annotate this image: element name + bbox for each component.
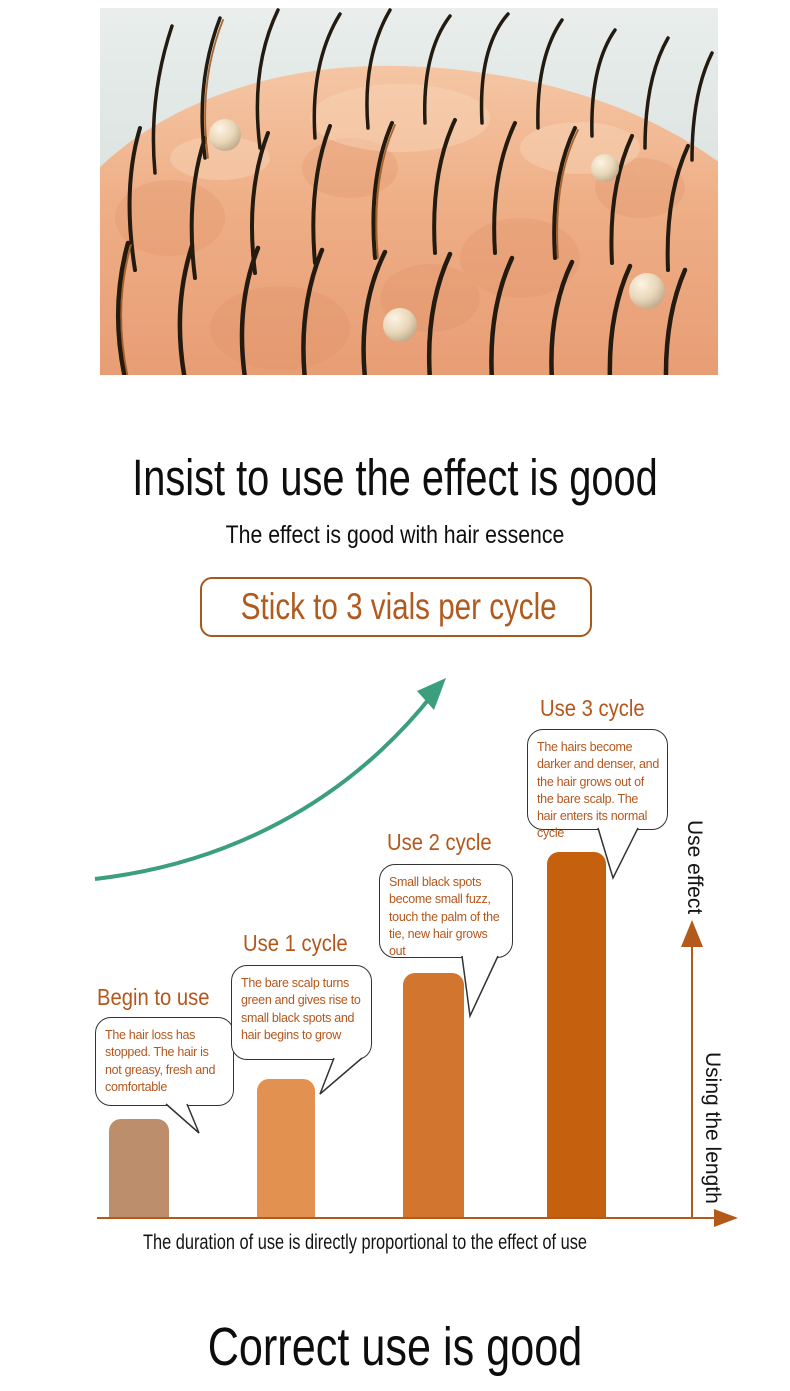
bar <box>547 852 606 1218</box>
speech-bubble-tail <box>319 1057 363 1095</box>
speech-bubble-begin: The hair loss has stopped. The hair is n… <box>95 1017 234 1106</box>
speech-bubble-tail <box>165 1103 200 1134</box>
footer-title: Correct use is good <box>207 1317 583 1377</box>
usage-badge: Stick to 3 vials per cycle <box>200 577 592 637</box>
hair-strands <box>115 8 714 375</box>
bar <box>257 1079 315 1218</box>
essence-pearls <box>209 119 665 342</box>
speech-bubble-cycle-3: The hairs become darker and denser, and … <box>527 729 668 840</box>
x-axis-arrow-icon <box>714 1209 738 1227</box>
stage-label-cycle-1: Use 1 cycle <box>243 930 348 956</box>
speech-bubble-cycle-1: The bare scalp turns green and gives ris… <box>231 965 372 1060</box>
stage-label-cycle-3: Use 3 cycle <box>540 695 645 721</box>
chart-caption: The duration of use is directly proporti… <box>142 1231 588 1254</box>
x-axis-label: Using the length <box>701 1052 724 1204</box>
bar <box>109 1119 169 1218</box>
speech-bubble-tail <box>461 955 499 1019</box>
bar <box>403 973 464 1218</box>
scalp-skin <box>100 65 718 375</box>
stage-label-begin: Begin to use <box>97 984 210 1010</box>
y-axis-arrow-icon <box>681 920 703 947</box>
scalp-illustration <box>100 8 718 375</box>
usage-badge-label: Stick to 3 vials per cycle <box>240 586 557 627</box>
page-title: Insist to use the effect is good <box>132 449 658 506</box>
stage-label-cycle-2: Use 2 cycle <box>387 829 492 855</box>
speech-bubble-cycle-2: Small black spots become small fuzz, tou… <box>379 864 513 958</box>
page-subtitle: The effect is good with hair essence <box>225 521 565 549</box>
y-axis-label: Use effect <box>683 820 706 915</box>
skin-highlights <box>170 84 640 180</box>
trend-curve <box>94 692 435 881</box>
trend-arrow-icon <box>417 678 446 710</box>
